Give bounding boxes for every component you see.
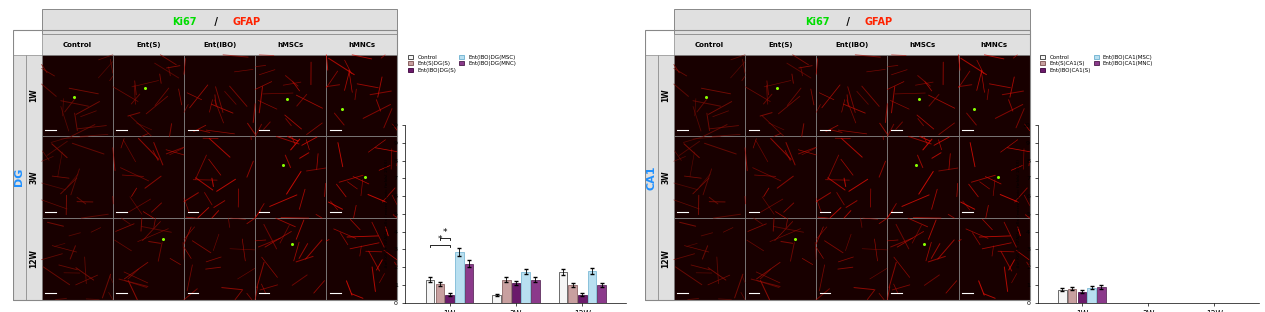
Text: /: / [842, 17, 853, 27]
Bar [674, 55, 745, 136]
Text: /: / [210, 17, 221, 27]
Bar [658, 55, 674, 300]
Text: 3W: 3W [29, 170, 38, 184]
Bar [445, 295, 454, 303]
Bar [42, 34, 397, 55]
Bar [426, 280, 434, 303]
Bar [578, 295, 587, 303]
Text: 1W: 1W [662, 89, 670, 102]
Bar [455, 252, 464, 303]
Bar [464, 264, 473, 303]
Bar [597, 285, 606, 303]
Text: Ki67: Ki67 [172, 17, 197, 27]
Bar [492, 295, 501, 303]
Bar [113, 218, 183, 300]
Bar [674, 218, 745, 300]
Text: 12W: 12W [662, 250, 670, 268]
Bar [887, 55, 959, 136]
Bar [256, 218, 326, 300]
Text: 1W: 1W [29, 89, 38, 102]
Bar [183, 218, 256, 300]
Bar [1068, 289, 1077, 303]
Text: GFAP: GFAP [233, 17, 261, 27]
Bar [113, 55, 183, 136]
Bar [568, 285, 577, 303]
Bar [674, 136, 745, 218]
Text: Ent(S): Ent(S) [768, 41, 793, 47]
Bar [183, 55, 256, 136]
Text: GFAP: GFAP [865, 17, 893, 27]
Text: Ent(S): Ent(S) [137, 41, 161, 47]
Bar [959, 55, 1030, 136]
Text: CA1: CA1 [646, 165, 657, 189]
Bar [531, 280, 540, 303]
Y-axis label: #of Ki67+ GFAP+ cells / microscopic fields( 200X): #of Ki67+ GFAP+ cells / microscopic fiel… [1017, 159, 1021, 268]
Bar [1058, 290, 1066, 303]
Bar [256, 55, 326, 136]
Text: Ki67: Ki67 [805, 17, 830, 27]
Bar [745, 136, 816, 218]
Bar [887, 136, 959, 218]
Bar [13, 55, 25, 300]
Bar [1097, 287, 1106, 303]
Text: Ent(IBO): Ent(IBO) [835, 41, 868, 47]
Bar [959, 136, 1030, 218]
Bar [674, 9, 1030, 34]
Bar [256, 136, 326, 218]
Bar [326, 218, 397, 300]
Bar [559, 272, 567, 303]
Bar [113, 136, 183, 218]
Legend: Control, Ent(S)CA1(S), Ent(IBO)CA1(S), Ent(IBO)CA1(MSC), Ent(IBO)CA1(MNC): Control, Ent(S)CA1(S), Ent(IBO)CA1(S), E… [1040, 55, 1154, 73]
Bar [959, 218, 1030, 300]
Bar [42, 218, 113, 300]
Bar [25, 55, 42, 300]
Bar [326, 136, 397, 218]
Bar [745, 218, 816, 300]
Bar [42, 9, 397, 34]
Bar [645, 55, 658, 300]
Text: 3W: 3W [662, 170, 670, 184]
Text: hMSCs: hMSCs [910, 41, 936, 47]
Text: hMSCs: hMSCs [277, 41, 304, 47]
Bar [42, 136, 113, 218]
Bar [588, 271, 596, 303]
Text: hMNCs: hMNCs [348, 41, 376, 47]
Y-axis label: #of Ki67+ GFAP+ cells / microscopic fields( 200X): #of Ki67+ GFAP+ cells / microscopic fiel… [385, 159, 388, 268]
Text: Control: Control [694, 41, 724, 47]
Text: DG: DG [14, 168, 24, 187]
Bar [42, 55, 113, 136]
Bar [887, 218, 959, 300]
Text: Control: Control [63, 41, 92, 47]
Text: Ent(IBO): Ent(IBO) [202, 41, 237, 47]
Bar [183, 136, 256, 218]
Text: hMNCs: hMNCs [980, 41, 1008, 47]
Text: *: * [443, 228, 447, 237]
Bar [502, 280, 511, 303]
Bar [816, 55, 887, 136]
Text: 12W: 12W [29, 250, 38, 268]
Legend: Control, Ent(S)DG(S), Ent(IBO)DG(S), Ent(IBO)DG(MSC), Ent(IBO)DG(MNC): Control, Ent(S)DG(S), Ent(IBO)DG(S), Ent… [409, 55, 516, 73]
Bar [816, 136, 887, 218]
Bar [745, 55, 816, 136]
Bar [326, 55, 397, 136]
Bar [816, 218, 887, 300]
Text: *: * [438, 235, 443, 244]
Bar [1088, 288, 1095, 303]
Bar [435, 284, 444, 303]
Bar [1078, 292, 1087, 303]
Bar [674, 34, 1030, 55]
Bar [511, 283, 520, 303]
Bar [521, 271, 530, 303]
